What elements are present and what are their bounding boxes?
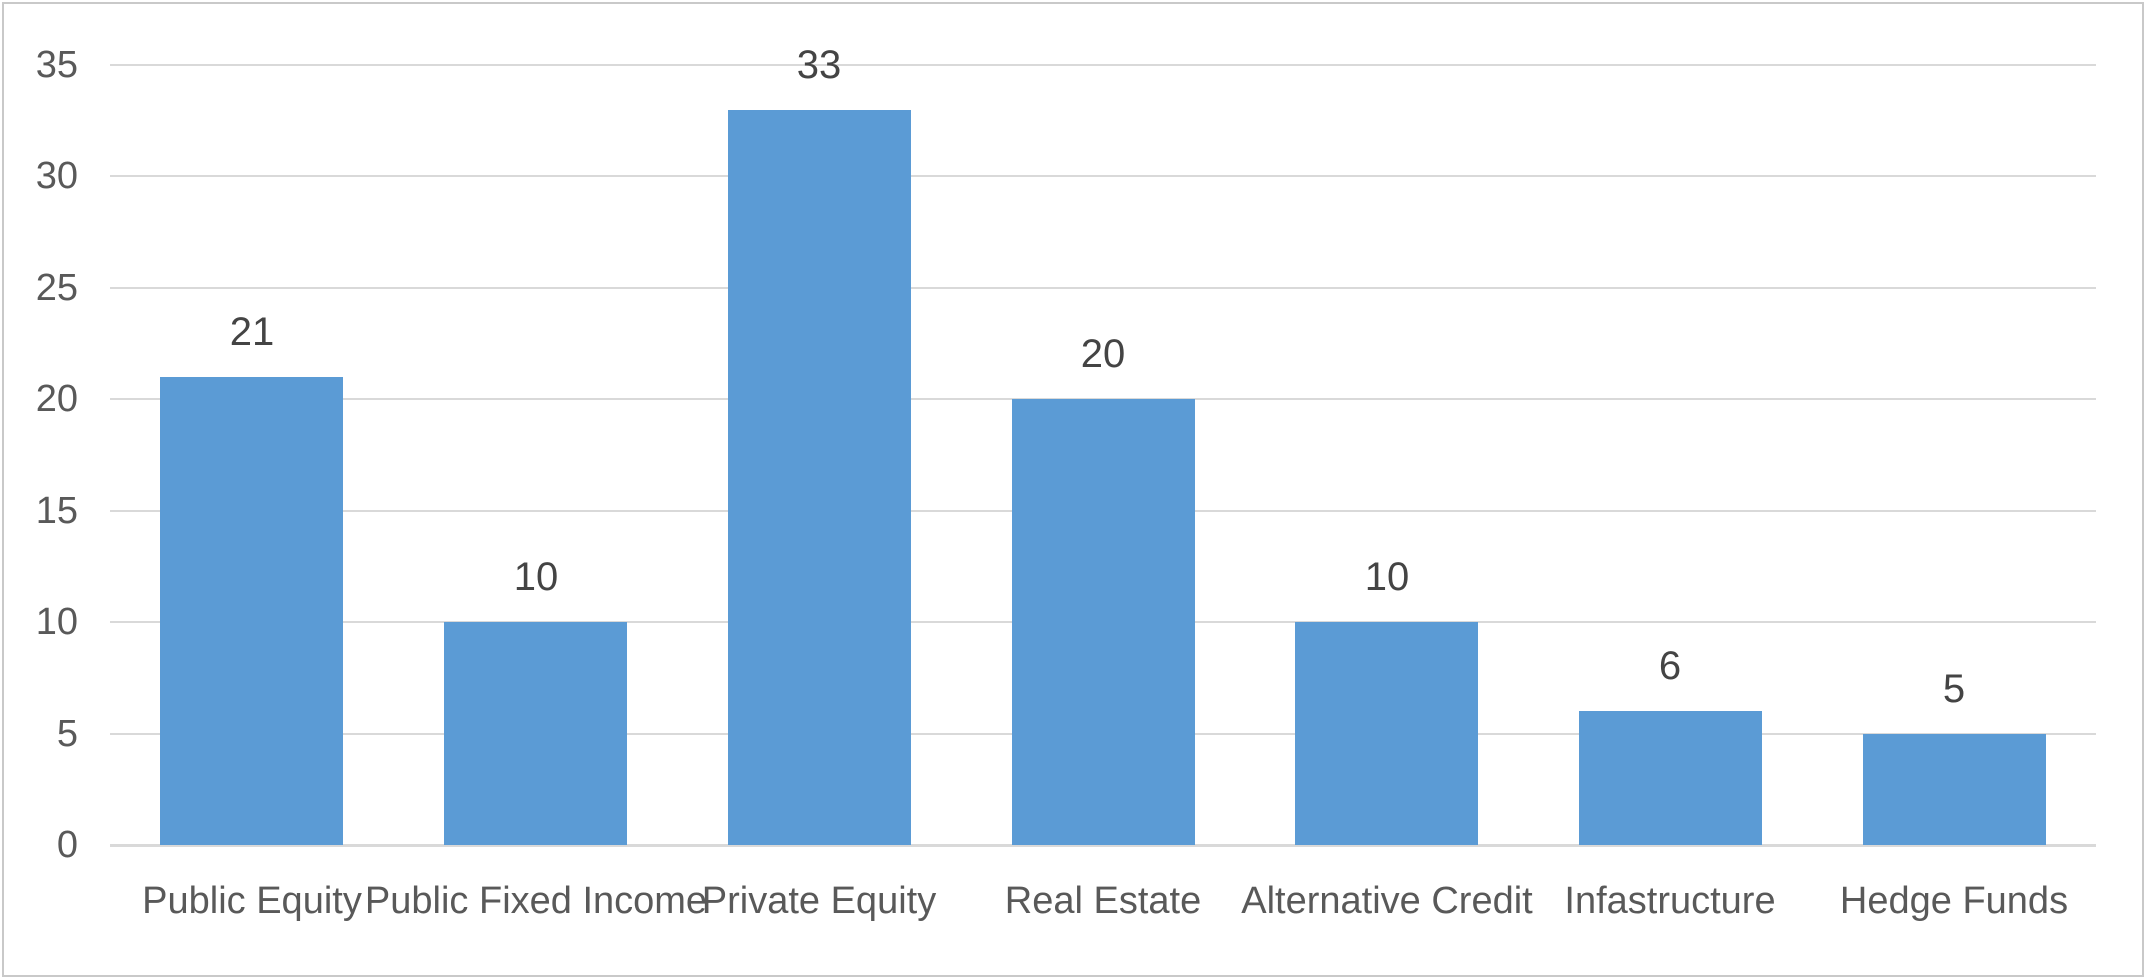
x-axis-line — [110, 844, 2096, 847]
gridline — [110, 175, 2096, 177]
bar — [1012, 399, 1195, 845]
bar — [444, 622, 627, 845]
x-axis-category-label: Private Equity — [701, 880, 937, 922]
bar-value-label: 33 — [796, 43, 842, 87]
x-axis-category-label: Real Estate — [1004, 880, 1202, 922]
y-axis-tick-label: 0 — [56, 824, 78, 866]
y-axis-tick-label: 30 — [35, 155, 78, 197]
y-axis-tick-label: 20 — [35, 378, 78, 420]
x-axis-category-label: Infastructure — [1564, 880, 1776, 922]
bar-value-label: 20 — [1080, 332, 1126, 376]
bars-layer — [4, 4, 2142, 975]
bar — [728, 110, 911, 845]
bar — [1579, 711, 1762, 845]
data-labels-layer: 21 10 33 20 10 6 5 — [4, 4, 2142, 975]
gridline — [110, 287, 2096, 289]
y-axis-tick-label: 25 — [35, 267, 78, 309]
gridline — [110, 64, 2096, 66]
bar-value-label: 5 — [1942, 667, 1966, 711]
bar — [160, 377, 343, 845]
x-axis: Public Equity Public Fixed Income Private … — [4, 4, 2142, 975]
bar-value-label: 10 — [1364, 555, 1410, 599]
x-axis-category-label: Public Equity — [142, 880, 362, 922]
x-axis-category-label: Hedge Funds — [1839, 880, 2069, 922]
y-axis-tick-label: 35 — [35, 44, 78, 86]
y-axis: 0 5 10 15 20 25 30 35 — [4, 4, 2142, 975]
bar-value-label: 6 — [1658, 644, 1682, 688]
y-axis-tick-label: 5 — [56, 713, 78, 755]
x-axis-category-label: Public Fixed Income — [364, 880, 708, 922]
y-axis-tick-label: 15 — [35, 490, 78, 532]
bar-value-label: 10 — [513, 555, 559, 599]
x-axis-category-label: Alternative Credit — [1241, 880, 1533, 922]
bar-value-label: 21 — [229, 310, 275, 354]
y-axis-tick-label: 10 — [35, 601, 78, 643]
bar — [1295, 622, 1478, 845]
bar — [1863, 734, 2046, 845]
